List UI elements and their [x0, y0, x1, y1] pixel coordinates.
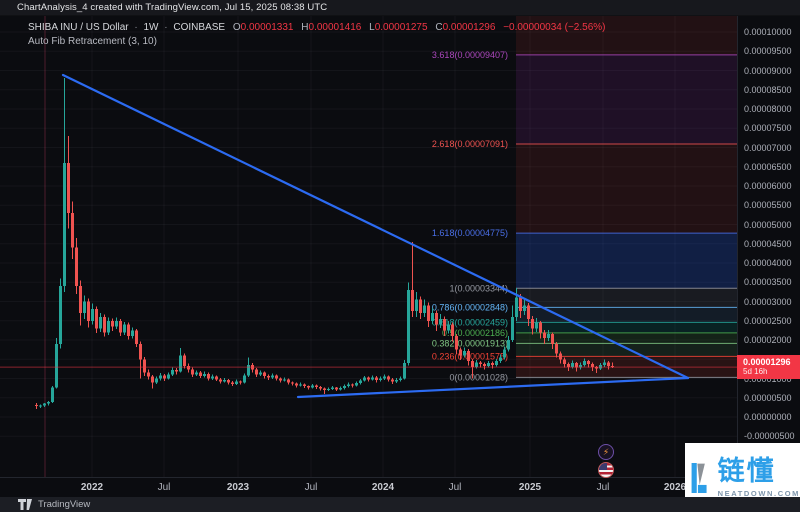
price-axis-label: 0.00000500 — [744, 392, 792, 403]
footer-brand[interactable]: TradingView — [38, 499, 91, 510]
close-value: 0.00001296 — [442, 22, 496, 33]
change-value: −0.00000034 (−2.56%) — [503, 22, 606, 33]
exchange-label: COINBASE — [173, 22, 226, 33]
price-axis-label: 0.00004500 — [744, 238, 792, 249]
fib-band — [516, 332, 737, 344]
last-price-value: 0.00001296 — [743, 357, 791, 367]
time-axis-label: 2022 — [80, 482, 104, 493]
high-label: H — [301, 22, 309, 33]
open-value: 0.00001331 — [240, 22, 294, 33]
price-axis-label: 0.00003000 — [744, 296, 792, 307]
fib-level-label: 0.786(0.00002848) — [432, 302, 508, 312]
fib-band — [516, 307, 737, 323]
grid-lines — [0, 16, 737, 477]
boost-button[interactable]: ⚡ — [598, 444, 614, 460]
fib-band — [516, 16, 737, 55]
price-axis-label: 0.00010000 — [744, 27, 792, 37]
fib-level-label: 2.618(0.00007091) — [432, 139, 508, 149]
fib-band — [516, 322, 737, 333]
time-axis-label: 2026 — [663, 482, 687, 493]
low-value: 0.00001275 — [374, 22, 428, 33]
separator: · — [134, 22, 138, 33]
flag-canton — [599, 463, 607, 470]
time-axis-label: 2023 — [226, 482, 250, 493]
fib-level-label: 0.618(0.00002459) — [432, 317, 508, 327]
indicator-row[interactable]: Auto Fib Retracement (3, 10) — [28, 36, 157, 47]
price-axis[interactable]: 0.00010000 0.00009500 0.00009000 0.00008500… — [737, 16, 800, 477]
attribution-bar: ChartAnalysis_4 created with TradingView… — [0, 0, 800, 16]
price-axis-label: 0.00006000 — [744, 181, 792, 191]
price-axis-label: 0.00000000 — [744, 412, 792, 422]
symbol-row[interactable]: SHIBA INU / US Dollar · 1W · COINBASE O0… — [28, 21, 606, 34]
attribution-text: ChartAnalysis_4 created with TradingView… — [17, 2, 328, 13]
price-axis-label: 0.00007500 — [744, 123, 792, 134]
low-label: L — [369, 22, 375, 33]
interval-label[interactable]: 1W — [143, 22, 159, 33]
trendlines[interactable] — [61, 73, 690, 399]
chart-legend[interactable]: SHIBA INU / US Dollar · 1W · COINBASE O0… — [28, 21, 606, 48]
neatdown-logo-icon — [691, 462, 707, 493]
price-axis-label: 0.00002000 — [744, 335, 792, 345]
symbol-name[interactable]: SHIBA INU / US Dollar — [28, 22, 129, 33]
time-axis-label: Jul — [157, 482, 171, 493]
time-axis-label: 2024 — [371, 482, 395, 493]
time-axis-label: 2025 — [518, 482, 542, 493]
fib-level-label: 3.618(0.00009407) — [432, 50, 508, 60]
last-price-badge: 0.00001296 5d 16h — [737, 355, 800, 379]
high-value: 0.00001416 — [308, 22, 362, 33]
time-axis-label: Jul — [304, 482, 318, 493]
lightning-icon: ⚡ — [602, 446, 610, 457]
fib-level-label: 1.618(0.00004775) — [432, 228, 508, 238]
price-axis-label: 0.00004000 — [744, 258, 792, 268]
fib-band — [516, 54, 737, 144]
price-axis-label: 0.00009000 — [744, 65, 792, 76]
fib-retracement: 3.618(0.00009407) 2.618(0.00007091) 1.618(… — [432, 16, 737, 382]
fib-level-label: 0.382(0.00001913) — [432, 338, 508, 348]
tradingview-logo-icon[interactable] — [18, 499, 32, 510]
fib-level-label: 0(0.00001028) — [449, 372, 508, 382]
close-label: C — [435, 22, 443, 33]
time-axis[interactable]: 2022 Jul 2023 Jul 2024 Jul 2025 Jul 2026 — [0, 477, 800, 497]
trendline — [61, 73, 690, 380]
bar-countdown: 5d 16h — [743, 367, 768, 376]
time-axis-label: Jul — [596, 482, 610, 493]
price-axis-label: 0.00008000 — [744, 104, 792, 114]
footer-bar: TradingView — [0, 497, 800, 512]
time-axis-label: Jul — [448, 482, 462, 493]
fib-band — [516, 233, 737, 289]
price-axis-label: 0.00002500 — [744, 315, 792, 326]
fib-level-label: 1(0.00003344) — [449, 283, 508, 293]
price-axis-label: 0.00006500 — [744, 161, 792, 172]
price-chart: 3.618(0.00009407) 2.618(0.00007091) 1.618(… — [0, 16, 737, 477]
watermark-domain: NEATDOWN.COM — [717, 489, 800, 498]
watermark-cn-text: 链懂 — [717, 456, 776, 486]
price-axis-label: 0.00009500 — [744, 46, 792, 57]
price-axis-label: 0.00007000 — [744, 142, 792, 153]
fib-band — [516, 288, 737, 308]
trendline — [296, 376, 690, 399]
price-axis-label: -0.00000500 — [744, 431, 795, 442]
price-axis-label: 0.00005500 — [744, 200, 792, 211]
fib-level-label: 0.5(0.00002186) — [442, 328, 508, 338]
price-axis-label: 0.00003500 — [744, 277, 792, 288]
price-axis-label: 0.00008500 — [744, 84, 792, 95]
fib-band — [516, 143, 737, 234]
price-axis-label: 0.00005000 — [744, 219, 792, 230]
usd-flag-icon[interactable] — [598, 462, 614, 478]
fib-band — [516, 343, 737, 357]
open-label: O — [232, 22, 241, 33]
separator: · — [164, 22, 168, 33]
